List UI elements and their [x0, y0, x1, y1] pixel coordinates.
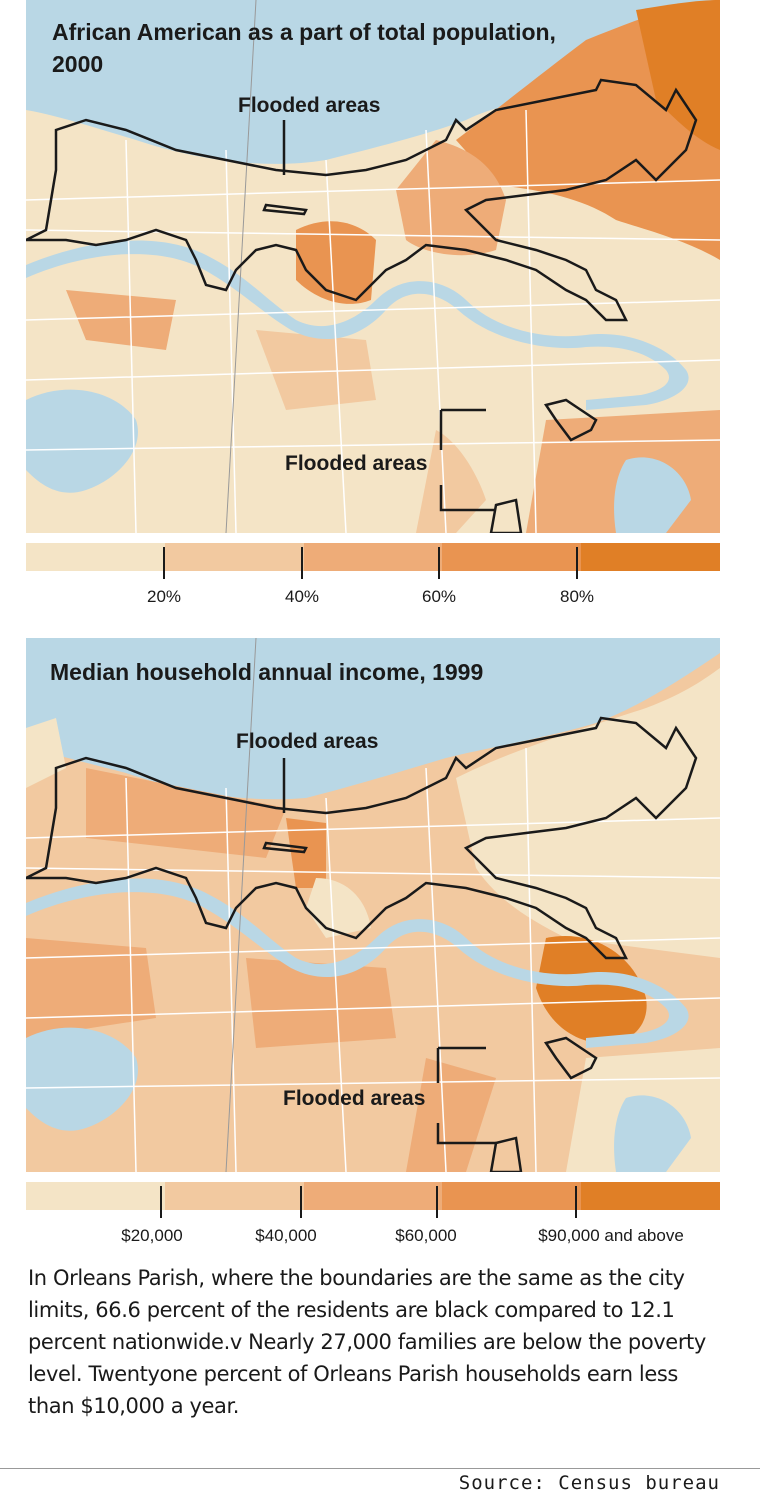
tract-east-dark: [636, 0, 720, 150]
map1-graphic: [26, 0, 720, 533]
source-credit: Source: Census bureau: [458, 1472, 720, 1494]
map1-flood-label-top: Flooded areas: [238, 94, 381, 117]
map1-title: African American as a part of total popu…: [52, 19, 556, 77]
lake-southeast: [614, 1095, 691, 1172]
tract-south: [256, 330, 376, 410]
legend-tick-label: $60,000: [395, 1226, 457, 1245]
flooded-boundary: [26, 716, 698, 1172]
tract-central-east: [396, 140, 506, 256]
map1-legend-bar: [26, 543, 720, 571]
legend-swatch-5: [581, 1182, 720, 1210]
lake-cataouatche: [26, 389, 138, 493]
legend-swatch-1: [26, 543, 165, 571]
legend-tick: [438, 547, 440, 579]
map2-title: Median household annual income, 1999: [50, 659, 484, 685]
tract-west: [66, 290, 176, 350]
legend-tick-label: 20%: [146, 587, 182, 606]
caption-text: In Orleans Parish, where the boundaries …: [28, 1266, 706, 1418]
legend-tick: [436, 1186, 438, 1218]
map2-flood-label-bottom: Flooded areas: [283, 1087, 426, 1110]
tract-south-mid: [246, 958, 396, 1048]
legend-tick-label: $40,000: [255, 1226, 317, 1245]
map-african-american: [26, 0, 720, 533]
lake-cataouatche: [26, 1027, 138, 1131]
legend-swatch-3: [303, 543, 443, 571]
mississippi-river: [26, 240, 689, 410]
map1-legend: 20% 40% 60% 80%: [26, 543, 720, 613]
legend-tick: [576, 547, 578, 579]
tract-west-bank: [26, 938, 156, 1038]
map2-legend-bar: [26, 1182, 720, 1210]
legend-swatch-2: [164, 1182, 304, 1210]
map2-flood-label-top: Flooded areas: [236, 730, 379, 753]
legend-swatch-2: [164, 543, 304, 571]
legend-tick-label: $20,000: [121, 1226, 183, 1245]
legend-tick: [160, 1186, 162, 1218]
tract-mid-city: [286, 818, 326, 888]
legend-tick: [575, 1186, 577, 1218]
map-median-income: [26, 638, 720, 1172]
tract-central: [296, 221, 376, 304]
tract-english-turn: [536, 936, 647, 1044]
legend-swatch-4: [442, 1182, 582, 1210]
legend-swatch-3: [303, 1182, 443, 1210]
legend-tick-label: 80%: [559, 587, 595, 606]
lake-pontchartrain: [26, 0, 720, 164]
legend-swatch-1: [26, 1182, 165, 1210]
map2-graphic: [26, 638, 720, 1172]
map1-flood-label-bottom: Flooded areas: [285, 452, 428, 475]
mississippi-river: [26, 878, 689, 1048]
divider: [0, 1468, 760, 1469]
legend-tick: [300, 1186, 302, 1218]
lake-southeast: [614, 457, 691, 533]
map2-legend: $20,000 $40,000 $60,000 $90,000 and abov…: [26, 1182, 720, 1252]
road-network: [26, 638, 720, 1172]
legend-swatch-4: [442, 543, 582, 571]
legend-tick-label: 40%: [284, 587, 320, 606]
legend-swatch-5: [581, 543, 720, 571]
legend-tick: [163, 547, 165, 579]
legend-tick-label: $90,000 and above: [538, 1226, 684, 1245]
lake-pontchartrain: [26, 638, 720, 800]
legend-tick: [301, 547, 303, 579]
tract-south-2: [416, 430, 486, 533]
legend-tick-label: 60%: [421, 587, 457, 606]
flooded-boundary: [26, 78, 698, 533]
